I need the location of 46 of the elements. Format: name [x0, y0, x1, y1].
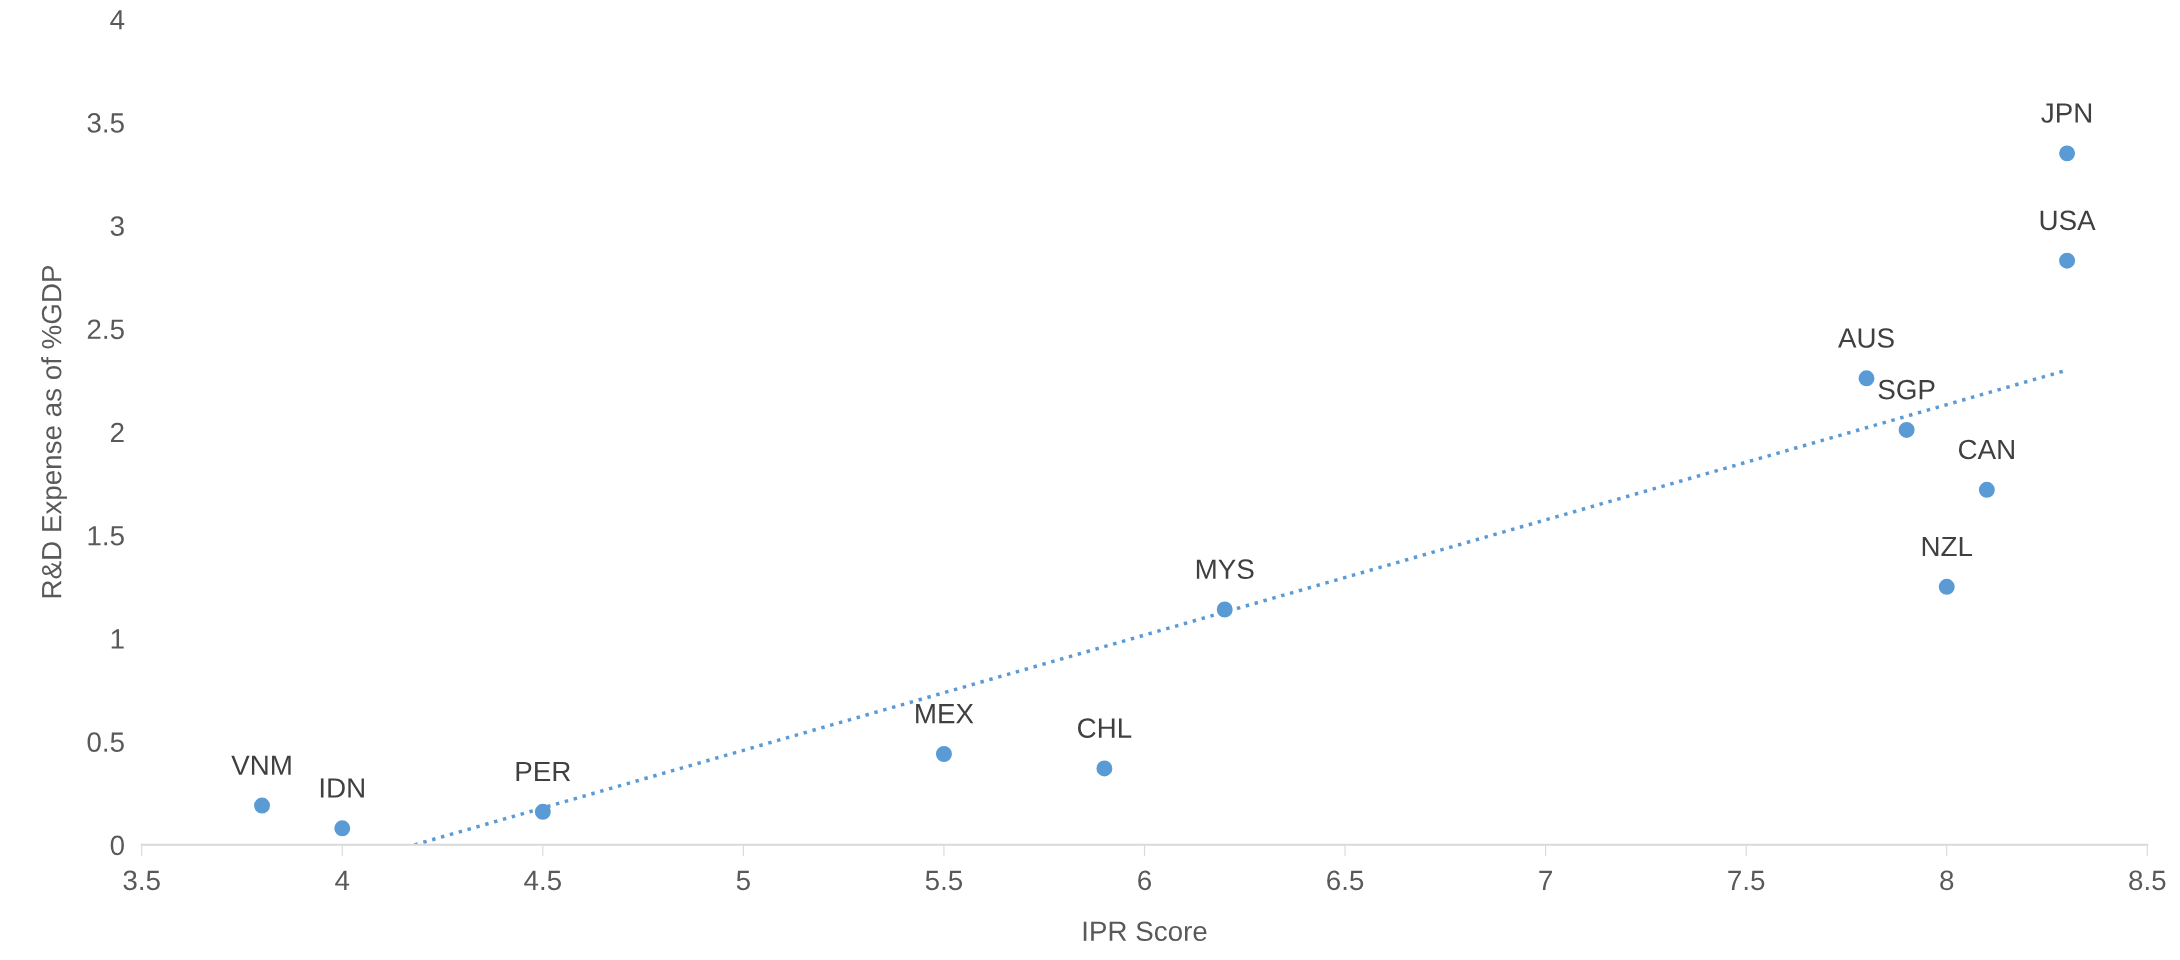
point — [2059, 252, 2076, 269]
x-tick-label: 8.5 — [2129, 870, 2166, 891]
x-tick-label: 6.5 — [1327, 870, 1364, 891]
point — [534, 803, 551, 820]
annotation: VNM — [231, 755, 291, 775]
annotation: CHL — [1078, 718, 1132, 738]
point — [1216, 601, 1233, 618]
point — [1938, 578, 1955, 595]
y-tick-label: 1.5 — [88, 526, 124, 546]
annotation: IDN — [320, 778, 364, 798]
y-tick-label: 2.5 — [87, 319, 124, 340]
point — [1978, 481, 1995, 498]
y-tick-label: 4 — [110, 10, 125, 30]
point — [334, 820, 351, 837]
point — [254, 797, 271, 814]
annotation: MEX — [916, 704, 974, 724]
annotation: PER — [516, 761, 571, 782]
annotation: USA — [2040, 210, 2096, 231]
annotation: AUS — [1838, 328, 1894, 348]
x-tick-label: 3.5 — [123, 870, 160, 891]
x-tick-label: 7.5 — [1728, 870, 1765, 891]
x-tick-label: 4 — [335, 870, 350, 890]
x-tick-label: 7 — [1539, 870, 1552, 890]
x-tick-label: 5.5 — [925, 870, 963, 891]
point — [935, 746, 952, 762]
y-tick-label: 2 — [110, 422, 124, 443]
y-tick-label: 3.5 — [87, 113, 124, 133]
x-tick-label: 8 — [1940, 870, 1954, 891]
y-tick-label: 0 — [110, 835, 124, 856]
x-tick-label: 4.5 — [524, 870, 561, 891]
y-tick-label: 0.5 — [87, 732, 124, 752]
annotation: MYS — [1196, 559, 1254, 580]
x-tick-label: 5 — [736, 870, 750, 891]
annotation: CAN — [1958, 439, 2014, 460]
x-axis-title: IPR Score — [1083, 921, 1207, 942]
point — [2059, 145, 2076, 162]
x-tick-label: 6 — [1138, 870, 1151, 891]
annotation: SGP — [1878, 379, 1935, 400]
y-axis-title: R&D Expense as of %GDP — [41, 265, 67, 598]
y-tick-label: 1 — [111, 629, 124, 649]
point — [1096, 760, 1113, 777]
annotation: JPN — [2041, 103, 2092, 123]
point — [1858, 370, 1875, 387]
y-tick-label: 3 — [110, 216, 124, 236]
point — [1898, 421, 1915, 438]
annotation: NZL — [1922, 536, 1973, 557]
